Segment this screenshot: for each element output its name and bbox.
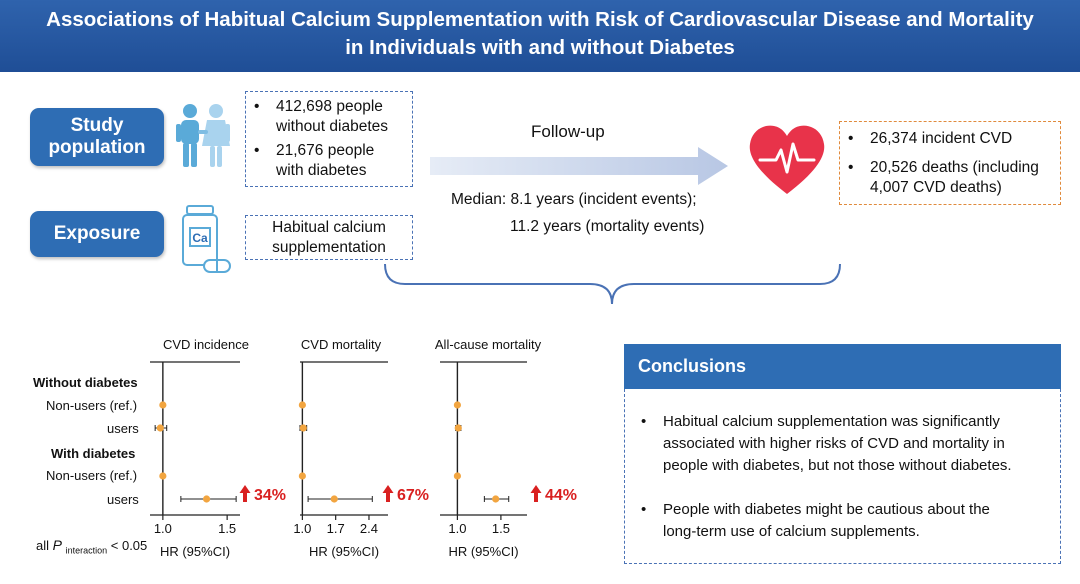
forest-plot: CVD incidence 1.0 1.5 HR (95%CI) 34% CVD mort… bbox=[150, 337, 577, 559]
title-line-1: Associations of Habitual Calcium Supplem… bbox=[46, 8, 1034, 31]
calcium-bottle-icon: Ca bbox=[182, 205, 231, 273]
red-up-arrow-icon bbox=[239, 485, 251, 502]
conclusions-header: Conclusions bbox=[624, 344, 1061, 389]
row-label-with-users: users bbox=[107, 492, 139, 507]
increase-percent: 44% bbox=[545, 487, 577, 504]
hr-point bbox=[298, 401, 306, 409]
conclusion-item-2: • People with diabetes might be cautious… bbox=[641, 499, 1049, 543]
exposure-box: Habitual calcium supplementation bbox=[245, 215, 413, 260]
tick-label: 1.5 bbox=[492, 521, 510, 536]
row-label-with-nonusers: Non-users (ref.) bbox=[46, 468, 138, 483]
conclusion-2-line-1: People with diabetes might be cautious a… bbox=[663, 501, 990, 518]
hr-point bbox=[202, 495, 211, 503]
outcome-item-2-line-2: 4,007 CVD deaths) bbox=[870, 179, 1002, 196]
footnote-sub: interaction bbox=[65, 545, 108, 556]
hr-point bbox=[298, 472, 306, 480]
row-label-without-users: users bbox=[107, 421, 139, 436]
hr-point bbox=[330, 495, 338, 503]
hr-point bbox=[453, 472, 461, 480]
bullet: • bbox=[254, 98, 260, 115]
hr-point bbox=[454, 424, 462, 432]
red-up-arrow-icon bbox=[530, 485, 542, 502]
hr-point bbox=[299, 424, 307, 432]
outcome-item-1-text: 26,374 incident CVD bbox=[870, 130, 1013, 147]
conclusion-item-1: • Habitual calcium supplementation was s… bbox=[641, 411, 1049, 477]
outcome-item-2-line-1: 20,526 deaths (including bbox=[870, 159, 1039, 176]
tick-label: 2.4 bbox=[360, 521, 378, 536]
row-label-without-nonusers: Non-users (ref.) bbox=[46, 398, 138, 413]
hr-point bbox=[453, 401, 461, 409]
tick-label: 1.0 bbox=[154, 521, 172, 536]
study-population-box: • 412,698 people without diabetes • 21,67… bbox=[245, 91, 413, 187]
increase-percent: 34% bbox=[254, 487, 286, 504]
bullet: • bbox=[848, 159, 854, 176]
population-item-2-line-2: with diabetes bbox=[276, 162, 367, 179]
bullet: • bbox=[848, 130, 854, 147]
bullet: • bbox=[254, 142, 260, 159]
conclusion-2-line-2: long-term use of calcium supplements. bbox=[663, 523, 920, 540]
heart-ecg-icon bbox=[749, 125, 825, 194]
hr-point bbox=[159, 401, 167, 409]
exposure-label: Exposure bbox=[30, 211, 164, 257]
median-line-2: 11.2 years (mortality events) bbox=[510, 218, 705, 235]
population-item-1-line-2: without diabetes bbox=[276, 118, 389, 135]
panel-title: CVD incidence bbox=[163, 337, 249, 352]
population-item-1: • 412,698 people without diabetes bbox=[246, 97, 412, 137]
outcome-item-2: • 20,526 deaths (including 4,007 CVD deat… bbox=[840, 158, 1060, 198]
row-label-with-diabetes: With diabetes bbox=[51, 446, 136, 461]
median-line-1: Median: 8.1 years (incident events); bbox=[451, 191, 697, 208]
outcome-item-1: • 26,374 incident CVD bbox=[840, 129, 1060, 149]
panel-title: CVD mortality bbox=[301, 337, 382, 352]
footnote-p: P bbox=[52, 537, 62, 553]
population-item-1-line-1: 412,698 people bbox=[276, 98, 383, 115]
hr-point bbox=[156, 424, 164, 432]
conclusion-1-line-3: people with diabetes, but not those with… bbox=[663, 457, 1012, 474]
tick-label: 1.5 bbox=[218, 521, 236, 536]
hr-point bbox=[159, 472, 167, 480]
x-axis-label: HR (95%CI) bbox=[160, 544, 230, 559]
exposure-text-line-1: Habitual calcium bbox=[272, 219, 386, 236]
study-population-label-line-1: Study bbox=[70, 115, 124, 136]
brace-icon bbox=[384, 263, 841, 305]
tick-label: 1.0 bbox=[293, 521, 311, 536]
footnote: all P interaction < 0.05 bbox=[36, 537, 147, 556]
footnote-all: all bbox=[36, 538, 50, 553]
population-item-2: • 21,676 people with diabetes bbox=[246, 141, 412, 181]
footnote-tail: < 0.05 bbox=[110, 538, 148, 553]
red-up-arrow-icon bbox=[382, 485, 394, 502]
x-axis-label: HR (95%CI) bbox=[448, 544, 518, 559]
bullet: • bbox=[641, 501, 647, 518]
tick-label: 1.7 bbox=[327, 521, 345, 536]
title-banner: Associations of Habitual Calcium Supplem… bbox=[0, 0, 1080, 72]
tick-label: 1.0 bbox=[448, 521, 466, 536]
increase-percent: 67% bbox=[397, 487, 429, 504]
hr-point bbox=[492, 495, 500, 503]
population-item-2-line-1: 21,676 people bbox=[276, 142, 375, 159]
conclusion-1-line-1: Habitual calcium supplementation was sig… bbox=[663, 413, 1000, 430]
row-label-without-diabetes: Without diabetes bbox=[33, 375, 138, 390]
conclusion-1-line-2: associated with higher risks of CVD and … bbox=[663, 435, 1005, 452]
study-population-label: Study population bbox=[30, 108, 164, 166]
x-axis-label: HR (95%CI) bbox=[309, 544, 379, 559]
outcomes-box: • 26,374 incident CVD • 20,526 deaths (i… bbox=[839, 121, 1061, 205]
follow-up-label: Follow-up bbox=[531, 122, 605, 141]
conclusions-box: • Habitual calcium supplementation was s… bbox=[624, 389, 1061, 564]
bullet: • bbox=[641, 413, 647, 430]
exposure-text-line-2: supplementation bbox=[272, 239, 386, 256]
follow-up-arrow-icon bbox=[430, 147, 728, 185]
study-population-label-line-2: population bbox=[48, 137, 146, 158]
panel-title: All-cause mortality bbox=[435, 337, 542, 352]
people-icon bbox=[176, 104, 230, 167]
title-line-2: in Individuals with and without Diabetes bbox=[345, 36, 735, 59]
calcium-label: Ca bbox=[192, 231, 208, 245]
